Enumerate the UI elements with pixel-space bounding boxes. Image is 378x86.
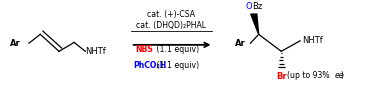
Text: Ar: Ar: [234, 39, 245, 48]
Text: (1.1 equiv): (1.1 equiv): [154, 61, 200, 70]
Text: NHTf: NHTf: [302, 36, 323, 45]
Text: Br: Br: [276, 72, 287, 81]
Text: ee: ee: [335, 71, 344, 80]
Text: cat. (+)-CSA: cat. (+)-CSA: [147, 10, 195, 19]
Text: Ar: Ar: [10, 39, 21, 48]
Text: ): ): [341, 71, 344, 80]
Text: Bz: Bz: [252, 2, 262, 11]
Polygon shape: [251, 14, 259, 34]
Text: (up to 93%: (up to 93%: [287, 71, 332, 80]
Text: NHTf: NHTf: [85, 47, 106, 56]
Text: NBS: NBS: [136, 45, 153, 54]
Text: PhCO₂H: PhCO₂H: [133, 61, 167, 70]
Text: cat. (DHQD)₂PHAL: cat. (DHQD)₂PHAL: [136, 21, 206, 30]
Text: O: O: [245, 2, 252, 11]
Text: (1.1 equiv): (1.1 equiv): [153, 45, 199, 54]
